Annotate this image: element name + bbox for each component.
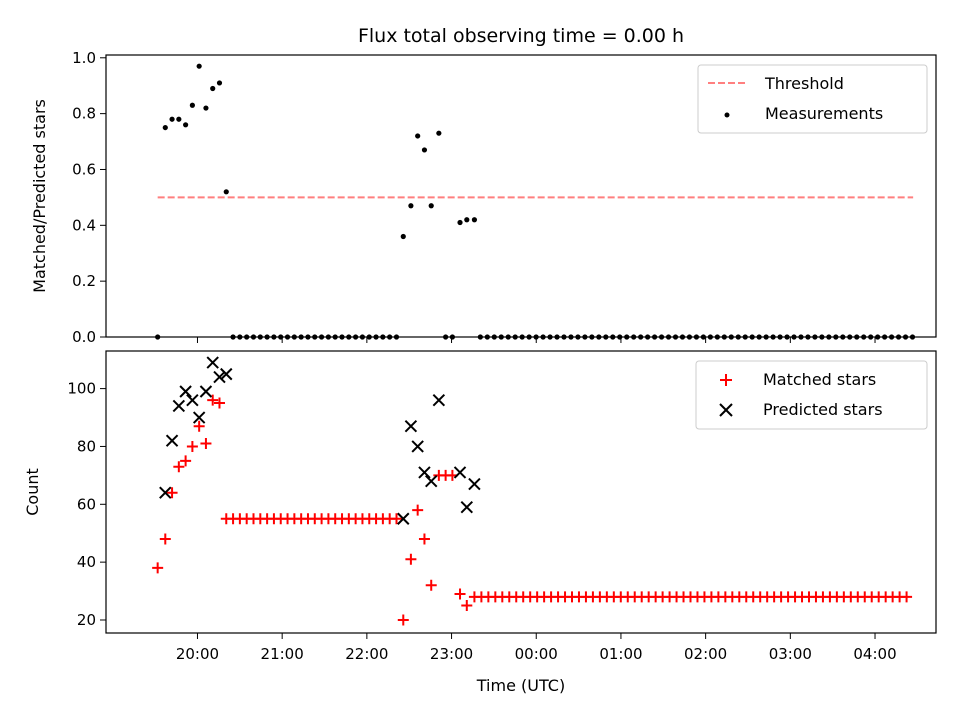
matched-stars-point [166,487,178,499]
x-tick-label: 03:00 [769,645,812,663]
matched-stars-point [461,600,473,612]
measurements-point [408,203,414,209]
predicted-stars-point [453,466,467,479]
measurements-point [216,80,223,86]
x-tick-label: 23:00 [430,645,473,663]
count-legend-box [695,360,928,430]
measurements-point [210,85,216,92]
y-tick-label: 40 [77,553,96,571]
matched-stars-point [425,579,437,591]
predicted-stars-point [460,500,474,514]
x-tick-label: 21:00 [261,645,304,663]
predicted-stars-point [432,393,446,407]
measurements-point [421,147,428,153]
predicted-stars-point [192,411,206,424]
threshold-legend-label: Threshold [764,74,844,93]
measurements-point [400,233,406,240]
ratio-panel-ylabel: Matched/Predicted stars [30,99,49,293]
y-tick-label: 0.6 [72,160,96,178]
count-panel-ylabel: Count [23,468,42,516]
measurements-point [471,217,478,223]
ratio-panel-marks: 0.0 0.2 0.4 0.6 0.8 1.0 [72,49,916,346]
matched-stars-point [173,461,185,473]
matched-stars-point [397,614,409,626]
matched-stars-point [200,438,212,450]
measurements-point [464,217,470,223]
predicted-stars-point [165,434,179,447]
count-panel-frame [105,350,937,634]
predicted-stars-point [172,399,186,413]
predicted-stars-point [411,440,424,453]
y-tick-label: 0.0 [72,328,96,346]
predicted-stars-point [179,385,192,398]
x-tick-label: 04:00 [853,645,896,663]
measurements-point [436,130,442,136]
measurements-point [428,203,434,209]
x-tick-label: 00:00 [515,645,558,663]
ratio-panel: 0.0 0.2 0.4 0.6 0.8 1.0 Matched/Predicted sta… [30,49,937,346]
y-tick-label: 0.4 [72,216,96,234]
y-tick-label: 1.0 [72,49,96,67]
count-panel-legend: Matched stars Predicted stars [695,360,928,430]
measurements-point [176,116,182,122]
measurements-point [162,124,168,131]
matched-stars-point [159,533,171,545]
matched-stars-point [207,394,219,406]
matched-stars-point [186,440,198,452]
matched-stars-point [391,513,402,525]
measurements-legend-swatch [724,112,730,118]
x-axis-label: Time (UTC) [476,676,565,695]
measurements-point [196,63,202,69]
predicted-stars-point [397,512,410,525]
matched-stars-point [193,420,205,432]
count-panel: 20 40 60 80 100 20:00 21:00 22:00 23:00 00:00 01:0… [23,350,937,695]
y-tick-label: 0.2 [72,272,96,290]
y-tick-label: 20 [77,611,96,629]
y-tick-label: 100 [67,380,96,398]
ratio-panel-frame [105,54,937,338]
predicted-stars-point [468,477,481,491]
ratio-panel-legend: Threshold Measurements [697,64,928,134]
chart-title: Flux total observing time = 0.00 h [358,25,684,47]
measurements-point [169,116,175,122]
matched-legend-label: Matched stars [763,370,876,389]
y-tick-label: 80 [77,437,96,455]
predicted-stars-point [186,393,199,407]
predicted-stars-point [404,419,418,433]
matched-stars-point [412,504,424,516]
x-tick-label: 01:00 [599,645,642,663]
matched-stars-point [152,562,164,574]
predicted-stars-point [425,474,438,488]
measurements-point [189,102,195,108]
measurements-point [183,122,189,128]
predicted-stars-point [206,356,219,369]
matched-stars-point [180,455,192,467]
y-tick-label: 60 [77,495,96,513]
predicted-stars-point [199,385,213,398]
predicted-stars-point [418,466,431,479]
x-tick-label: 22:00 [345,645,388,663]
measurements-point [223,189,229,195]
predicted-stars-point [213,370,226,384]
measurements-point [457,219,463,226]
measurements-point [415,133,421,139]
ratio-legend-box [697,64,928,134]
matched-stars-point [213,397,225,409]
y-tick-label: 0.8 [72,105,96,123]
predicted-stars-point [220,367,233,381]
x-tick-label: 02:00 [684,645,727,663]
measurements-point [203,105,209,111]
predicted-stars-point [159,486,172,499]
matched-stars-point [901,591,913,603]
matched-stars-point [405,553,417,565]
matched-legend-swatch [720,374,732,386]
x-tick-label: 20:00 [176,645,219,663]
matched-stars-point [454,588,466,600]
predicted-legend-label: Predicted stars [763,400,883,419]
count-panel-marks: 20 40 60 80 100 20:00 21:00 22:00 23:00 00:00 01:0… [67,356,913,663]
matched-stars-point [418,533,430,545]
measurements-legend-label: Measurements [765,104,883,123]
predicted-legend-swatch [719,403,733,417]
